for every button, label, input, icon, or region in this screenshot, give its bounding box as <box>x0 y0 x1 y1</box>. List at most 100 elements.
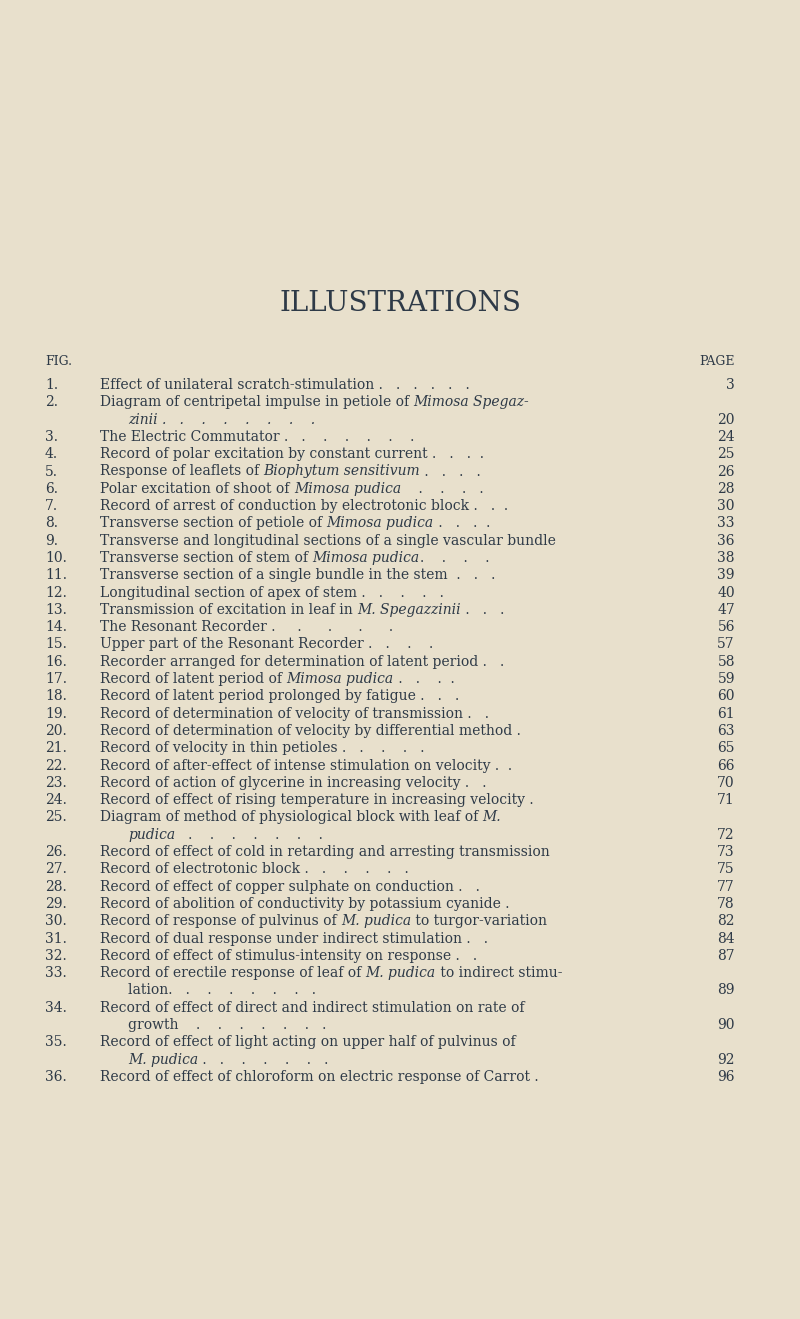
Text: 16.: 16. <box>45 654 67 669</box>
Text: Upper part of the Resonant Recorder .   .    .    .: Upper part of the Resonant Recorder . . … <box>100 637 434 652</box>
Text: 75: 75 <box>718 863 735 876</box>
Text: 25: 25 <box>718 447 735 462</box>
Text: 8.: 8. <box>45 517 58 530</box>
Text: 3: 3 <box>726 379 735 392</box>
Text: 34.: 34. <box>45 1001 67 1014</box>
Text: 17.: 17. <box>45 673 67 686</box>
Text: M. Spegazzinii: M. Spegazzinii <box>357 603 461 617</box>
Text: 56: 56 <box>718 620 735 634</box>
Text: 32.: 32. <box>45 948 66 963</box>
Text: 30: 30 <box>718 499 735 513</box>
Text: Recorder arranged for determination of latent period .   .: Recorder arranged for determination of l… <box>100 654 504 669</box>
Text: 38: 38 <box>718 551 735 565</box>
Text: 19.: 19. <box>45 707 67 720</box>
Text: 39: 39 <box>718 568 735 582</box>
Text: 27.: 27. <box>45 863 67 876</box>
Text: 24: 24 <box>718 430 735 445</box>
Text: lation.   .    .    .    .    .    .   .: lation. . . . . . . . <box>128 984 316 997</box>
Text: .   .   .: . . . <box>461 603 504 617</box>
Text: growth    .    .    .    .    .    .   .: growth . . . . . . . <box>128 1018 326 1031</box>
Text: The Resonant Recorder .     .      .      .      .: The Resonant Recorder . . . . . <box>100 620 393 634</box>
Text: 24.: 24. <box>45 793 67 807</box>
Text: 40: 40 <box>718 586 735 600</box>
Text: 92: 92 <box>718 1053 735 1067</box>
Text: PAGE: PAGE <box>699 355 735 368</box>
Text: Biophytum sensitivum: Biophytum sensitivum <box>263 464 420 479</box>
Text: Record of effect of chloroform on electric response of Carrot .: Record of effect of chloroform on electr… <box>100 1070 538 1084</box>
Text: Transmission of excitation in leaf in: Transmission of excitation in leaf in <box>100 603 357 617</box>
Text: 29.: 29. <box>45 897 66 911</box>
Text: Mimosa pudica: Mimosa pudica <box>326 517 434 530</box>
Text: 33: 33 <box>718 517 735 530</box>
Text: 63: 63 <box>718 724 735 739</box>
Text: .   .   .   .: . . . . <box>420 464 481 479</box>
Text: Record of effect of direct and indirect stimulation on rate of: Record of effect of direct and indirect … <box>100 1001 525 1014</box>
Text: 3.: 3. <box>45 430 58 445</box>
Text: 89: 89 <box>718 984 735 997</box>
Text: Record of after-effect of intense stimulation on velocity .  .: Record of after-effect of intense stimul… <box>100 758 512 773</box>
Text: 28.: 28. <box>45 880 66 894</box>
Text: 26: 26 <box>718 464 735 479</box>
Text: Transverse section of stem of: Transverse section of stem of <box>100 551 312 565</box>
Text: 14.: 14. <box>45 620 67 634</box>
Text: 22.: 22. <box>45 758 66 773</box>
Text: Record of arrest of conduction by electrotonic block .   .  .: Record of arrest of conduction by electr… <box>100 499 508 513</box>
Text: 35.: 35. <box>45 1035 66 1050</box>
Text: 36: 36 <box>718 534 735 547</box>
Text: .    .    .    .: . . . . <box>419 551 489 565</box>
Text: 7.: 7. <box>45 499 58 513</box>
Text: 9.: 9. <box>45 534 58 547</box>
Text: 30.: 30. <box>45 914 66 929</box>
Text: M.: M. <box>482 810 502 824</box>
Text: Effect of unilateral scratch-stimulation .   .   .   .   .   .: Effect of unilateral scratch-stimulation… <box>100 379 470 392</box>
Text: Record of effect of cold in retarding and arresting transmission: Record of effect of cold in retarding an… <box>100 845 550 859</box>
Text: Record of latent period prolonged by fatigue .   .   .: Record of latent period prolonged by fat… <box>100 690 459 703</box>
Text: 70: 70 <box>718 776 735 790</box>
Text: 31.: 31. <box>45 931 67 946</box>
Text: 13.: 13. <box>45 603 67 617</box>
Text: FIG.: FIG. <box>45 355 72 368</box>
Text: 12.: 12. <box>45 586 67 600</box>
Text: Record of polar excitation by constant current .   .   .  .: Record of polar excitation by constant c… <box>100 447 484 462</box>
Text: .    .    .    .    .    .    .: . . . . . . . <box>175 828 323 842</box>
Text: 18.: 18. <box>45 690 67 703</box>
Text: 96: 96 <box>718 1070 735 1084</box>
Text: Mimosa pudica: Mimosa pudica <box>312 551 419 565</box>
Text: 33.: 33. <box>45 967 66 980</box>
Text: M. pudica: M. pudica <box>366 967 436 980</box>
Text: to turgor-variation: to turgor-variation <box>411 914 547 929</box>
Text: 28: 28 <box>718 481 735 496</box>
Text: Mimosa pudica: Mimosa pudica <box>294 481 401 496</box>
Text: Record of effect of stimulus-intensity on response .   .: Record of effect of stimulus-intensity o… <box>100 948 477 963</box>
Text: 11.: 11. <box>45 568 67 582</box>
Text: 78: 78 <box>718 897 735 911</box>
Text: Record of determination of velocity of transmission .   .: Record of determination of velocity of t… <box>100 707 489 720</box>
Text: .    .    .   .: . . . . <box>401 481 483 496</box>
Text: 66: 66 <box>718 758 735 773</box>
Text: 6.: 6. <box>45 481 58 496</box>
Text: Record of electrotonic block .   .    .    .    .   .: Record of electrotonic block . . . . . . <box>100 863 409 876</box>
Text: 47: 47 <box>718 603 735 617</box>
Text: .   .   .  .: . . . . <box>434 517 490 530</box>
Text: Mimosa pudica: Mimosa pudica <box>286 673 394 686</box>
Text: Record of effect of light acting on upper half of pulvinus of: Record of effect of light acting on uppe… <box>100 1035 516 1050</box>
Text: 10.: 10. <box>45 551 67 565</box>
Text: Record of determination of velocity by differential method .: Record of determination of velocity by d… <box>100 724 521 739</box>
Text: Response of leaflets of: Response of leaflets of <box>100 464 263 479</box>
Text: Polar excitation of shoot of: Polar excitation of shoot of <box>100 481 294 496</box>
Text: M. pudica: M. pudica <box>341 914 411 929</box>
Text: 87: 87 <box>718 948 735 963</box>
Text: 90: 90 <box>718 1018 735 1031</box>
Text: 73: 73 <box>718 845 735 859</box>
Text: 20: 20 <box>718 413 735 426</box>
Text: Diagram of method of physiological block with leaf of: Diagram of method of physiological block… <box>100 810 482 824</box>
Text: Transverse section of petiole of: Transverse section of petiole of <box>100 517 326 530</box>
Text: Record of latent period of: Record of latent period of <box>100 673 286 686</box>
Text: 21.: 21. <box>45 741 67 756</box>
Text: 5.: 5. <box>45 464 58 479</box>
Text: 60: 60 <box>718 690 735 703</box>
Text: Record of abolition of conductivity by potassium cyanide .: Record of abolition of conductivity by p… <box>100 897 510 911</box>
Text: Record of response of pulvinus of: Record of response of pulvinus of <box>100 914 341 929</box>
Text: M. pudica: M. pudica <box>128 1053 198 1067</box>
Text: 84: 84 <box>718 931 735 946</box>
